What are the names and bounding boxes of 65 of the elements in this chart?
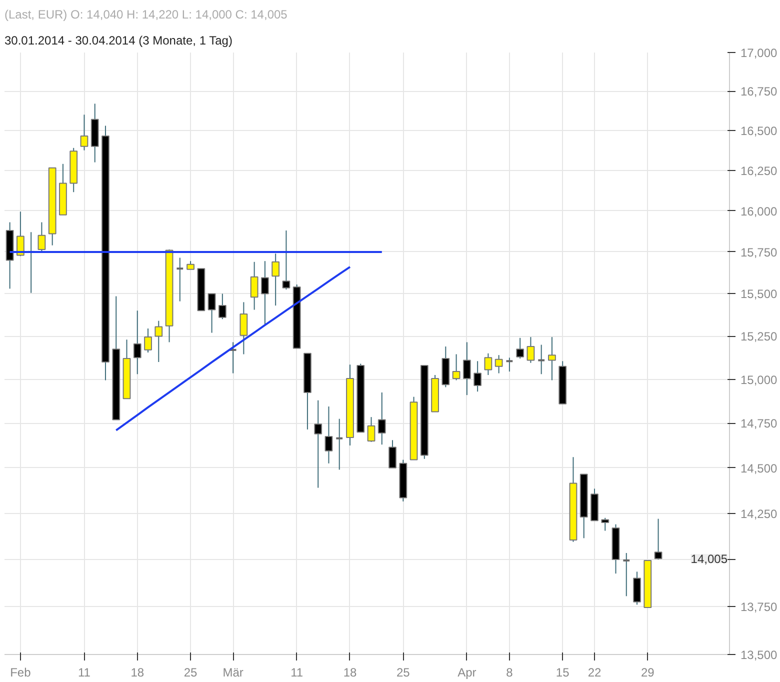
candlestick bbox=[474, 360, 482, 392]
chart-subtitle: 30.01.2014 - 30.04.2014 (3 Monate, 1 Tag) bbox=[4, 34, 232, 48]
x-tick-label: 18 bbox=[343, 666, 357, 680]
y-tick-label: 16,750 bbox=[740, 84, 778, 99]
x-tick-label: 29 bbox=[640, 666, 655, 680]
x-tick-label: 15 bbox=[556, 666, 570, 680]
candlestick bbox=[208, 293, 216, 334]
candlestick bbox=[378, 392, 386, 446]
candlestick bbox=[154, 320, 163, 363]
y-tick-label: 16,250 bbox=[740, 164, 778, 178]
x-tick-label: 25 bbox=[396, 666, 410, 680]
y-tick-label: 15,750 bbox=[740, 245, 778, 260]
line-series bbox=[115, 266, 351, 432]
x-tick-label: Apr bbox=[458, 666, 476, 680]
text: 14,005 bbox=[690, 552, 728, 566]
x-tick-label: 8 bbox=[506, 666, 514, 680]
candlestick bbox=[548, 336, 556, 381]
candlestick bbox=[633, 571, 641, 606]
x-tick-label: 11 bbox=[78, 666, 91, 680]
y-tick-label: 15,250 bbox=[740, 330, 778, 344]
candlestick bbox=[176, 257, 184, 302]
candlestick bbox=[622, 552, 631, 597]
candlestick bbox=[462, 342, 471, 396]
x-tick-label: 11 bbox=[290, 666, 304, 680]
y-tick-label: 13,500 bbox=[740, 648, 778, 662]
y-tick-label: 16,500 bbox=[740, 124, 778, 138]
candlestick bbox=[80, 114, 88, 151]
candlestick bbox=[516, 337, 524, 360]
candlestick bbox=[218, 293, 226, 320]
candlestick bbox=[250, 261, 258, 310]
candlestick bbox=[260, 260, 269, 325]
chart-title: (Last, EUR) O: 14,040 H: 14,220 L: 14,000 C: 14,005 bbox=[4, 8, 288, 22]
candlestick bbox=[388, 440, 396, 468]
x-tick-label: 18 bbox=[130, 666, 144, 680]
x-tick-label: Mär bbox=[222, 666, 244, 680]
candlestick bbox=[272, 253, 280, 306]
candlestick bbox=[38, 222, 46, 252]
candlestick bbox=[452, 354, 460, 381]
y-tick-label: 13,750 bbox=[740, 600, 778, 614]
candlestick bbox=[240, 302, 248, 355]
candlestick bbox=[282, 230, 290, 290]
candlestick bbox=[367, 416, 376, 442]
y-tick-label: 14,750 bbox=[740, 416, 778, 431]
candlestick bbox=[133, 310, 142, 375]
y-tick-label: 16,000 bbox=[740, 204, 778, 218]
candlestick bbox=[537, 344, 546, 375]
y-tick-label: 14,250 bbox=[740, 506, 778, 521]
candlestick bbox=[324, 406, 333, 464]
candlestick bbox=[16, 211, 24, 257]
candlestick bbox=[314, 400, 322, 488]
x-tick-label: 25 bbox=[184, 666, 198, 680]
candlestick bbox=[505, 357, 514, 372]
y-tick-label: 17,000 bbox=[740, 46, 778, 60]
candlestick bbox=[335, 418, 344, 470]
y-tick-label: 15,000 bbox=[740, 372, 778, 387]
y-tick-label: 15,500 bbox=[740, 287, 778, 302]
candlestick bbox=[494, 354, 503, 374]
candlestick bbox=[526, 336, 535, 364]
x-tick-label: Feb bbox=[10, 666, 32, 680]
candlestick bbox=[144, 328, 152, 354]
x-tick-label: 22 bbox=[588, 666, 602, 680]
candlestick bbox=[601, 517, 610, 532]
candlestick bbox=[654, 518, 662, 560]
candlestick bbox=[484, 352, 492, 376]
y-tick-label: 14,500 bbox=[740, 461, 778, 476]
